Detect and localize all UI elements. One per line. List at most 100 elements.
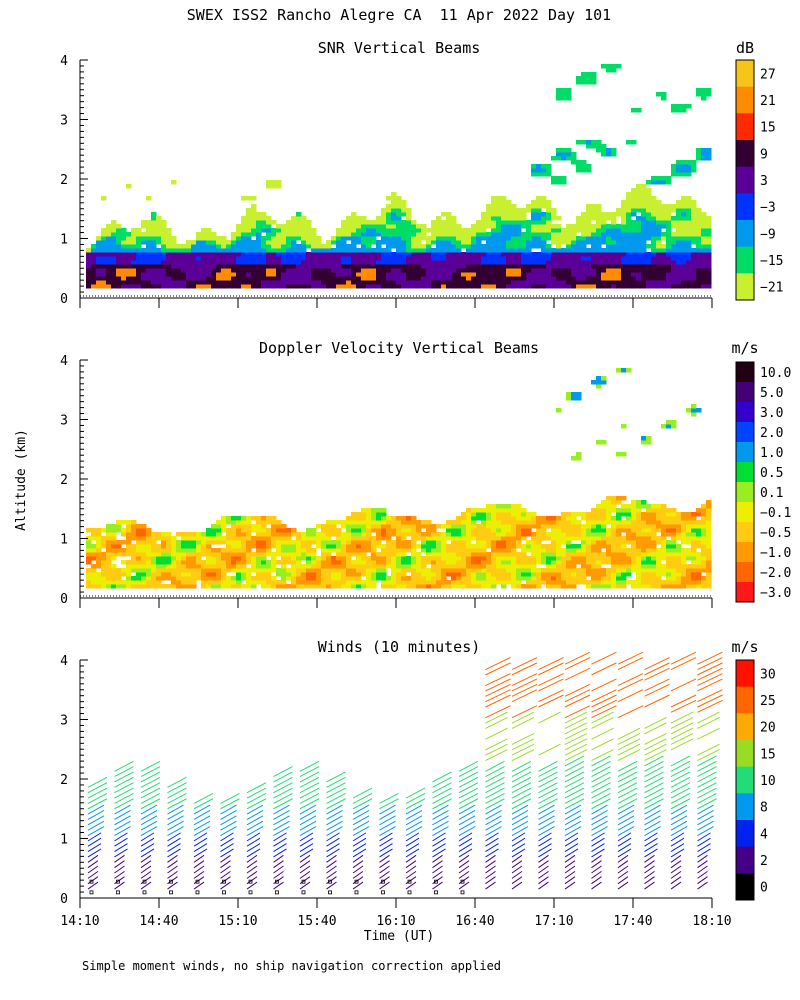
heat-cell [301,248,307,253]
heat-cell [261,268,267,273]
heat-cell [271,560,277,565]
heat-cell [351,572,357,577]
heat-cell [296,232,302,237]
heat-cell [461,556,467,561]
heat-cell [361,272,367,277]
heat-cell [701,248,707,253]
heat-cell [376,228,382,233]
heat-cell [481,556,487,561]
heat-cell [231,520,237,525]
heat-cell [676,568,682,573]
heat-cell [641,244,647,249]
heat-cell [661,552,667,557]
wind-barb [405,870,417,879]
heat-cell [301,576,307,581]
heat-cell [511,516,517,521]
heat-cell [671,548,677,553]
heat-cell [116,280,122,285]
heat-cell [436,240,442,245]
heat-cell [686,532,692,537]
heat-cell [276,532,282,537]
heat-cell [506,272,512,277]
heat-cell [671,420,677,425]
heat-cell [526,584,532,589]
heat-cell [426,268,432,273]
heat-cell [406,580,412,585]
heat-cell [646,264,652,269]
heat-cell [351,228,357,233]
heat-cell [506,516,512,521]
heat-cell [96,264,102,269]
heat-cell [481,528,487,533]
heat-cell [361,556,367,561]
heat-cell [396,284,402,289]
heat-cell [196,556,202,561]
heat-cell [406,568,412,573]
heat-cell [271,272,277,277]
heat-cell [156,248,162,253]
heat-cell [236,224,242,229]
heat-cell [351,524,357,529]
wind-barb [458,854,470,863]
heat-cell [556,584,562,589]
wind-barb [87,815,105,826]
heat-cell [591,556,597,561]
heat-cell [301,228,307,233]
heat-cell [341,532,347,537]
heat-cell [586,560,592,565]
heat-cell [201,544,207,549]
heat-cell [366,524,372,529]
colorbar-label: 0.1 [760,486,783,501]
heat-cell [296,280,302,285]
heat-cell [116,248,122,253]
heat-cell [241,524,247,529]
heat-cell [696,536,702,541]
wind-barb [114,792,134,804]
heat-cell [641,552,647,557]
heat-cell [446,544,452,549]
heat-cell [441,560,447,565]
heat-cell [371,516,377,521]
heat-cell [401,284,407,289]
heat-cell [246,524,252,529]
heat-cell [626,196,632,201]
heat-cell [116,268,122,273]
heat-cell [676,256,682,261]
heat-cell [96,564,102,569]
heat-cell [251,216,257,221]
heat-cell [621,548,627,553]
heat-cell [396,552,402,557]
heat-cell [431,532,437,537]
wind-barb [273,771,293,783]
heat-cell [491,524,497,529]
heat-cell [381,544,387,549]
heat-cell [121,272,127,277]
heat-cell [531,264,537,269]
heat-cell [271,276,277,281]
heat-cell [176,540,182,545]
heat-cell [236,528,242,533]
heat-cell [581,540,587,545]
heat-cell [656,584,662,589]
heat-cell [141,252,147,257]
heat-cell [186,276,192,281]
heat-cell [586,284,592,289]
heat-cell [436,532,442,537]
heat-cell [321,540,327,545]
heat-cell [601,560,607,565]
heat-cell [356,540,362,545]
heat-cell [371,524,377,529]
heat-cell [496,284,502,289]
heat-cell [436,524,442,529]
heat-cell [231,524,237,529]
page-title: SWEX ISS2 Rancho Alegre CA 11 Apr 2022 D… [187,6,611,24]
heat-cell [396,216,402,221]
wind-barb [405,854,417,863]
heat-cell [226,580,232,585]
heat-cell [641,512,647,517]
heat-cell [661,220,667,225]
heat-cell [536,548,542,553]
heat-cell [471,560,477,565]
heat-cell [426,228,432,233]
heat-cell [591,536,597,541]
